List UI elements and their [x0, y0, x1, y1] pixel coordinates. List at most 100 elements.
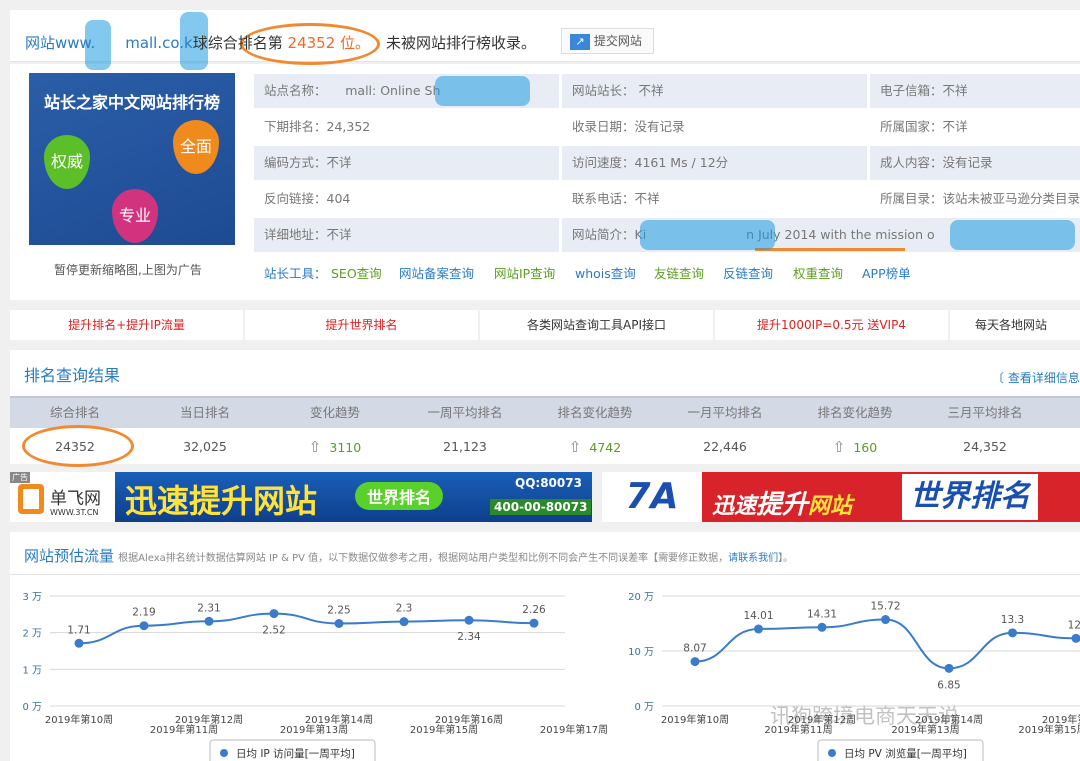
y-tick-label: 0 万 [22, 702, 42, 713]
td-month-trend-value: 160 [853, 440, 878, 455]
data-point [464, 615, 474, 625]
x-tick-label: 2019年第15周 [1018, 723, 1080, 736]
banner-left[interactable]: 广告 单飞网 WWW.3T.CN 迅速提升网站 世界排名 QQ:80073 40… [10, 472, 592, 522]
y-tick-label: 3 万 [22, 592, 42, 603]
data-point [269, 609, 279, 619]
data-point [204, 616, 214, 626]
info-index-date-text: 收录日期：没有记录 [572, 119, 685, 134]
traffic-panel [10, 532, 1080, 761]
ad-link-4[interactable]: 提升1000IP=0.5元 送VIP4 [715, 310, 948, 340]
info-encoding-text: 编码方式：不详 [264, 155, 352, 170]
header-rank-text: 网站www. mall.co.k球综合排名第 24352 位。 未被网站排行榜收录… [25, 32, 536, 53]
legend-box [209, 739, 376, 761]
header-rank: 24352 [287, 34, 336, 52]
tool-friend-links[interactable]: 友链查询 [654, 266, 705, 281]
data-label: 6.85 [937, 679, 960, 691]
info-webmaster-text: 网站站长： 不祥 [572, 83, 664, 98]
data-label: 12. [1068, 619, 1080, 631]
info-webmaster: 网站站长： 不祥 [562, 74, 867, 108]
tool-backlinks[interactable]: 反链查询 [723, 266, 774, 281]
ad-link-2[interactable]: 提升世界排名 [245, 310, 478, 340]
legend-box [817, 739, 984, 761]
data-point [334, 619, 344, 628]
thumb-caption: 暂停更新缩略图,上图为广告 [54, 263, 202, 277]
banner-logo-icon [18, 484, 44, 514]
submit-site-label: 提交网站 [593, 34, 642, 48]
rank-result-title: 排名查询结果 [24, 366, 121, 385]
info-email-text: 电子信箱：不祥 [880, 83, 968, 98]
badge-professional: 专业 [112, 189, 158, 243]
banner-right-text: 世界排名 [902, 474, 1038, 520]
th-week-avg: 一周平均排名 [427, 405, 503, 420]
banner-right-logo: 7A [602, 472, 702, 522]
tool-seo[interactable]: SEO查询 [331, 266, 382, 281]
td-overall: 24352 [55, 439, 95, 454]
y-tick-label: 2 万 [22, 629, 42, 640]
trend-chart-icon: ↗ [570, 33, 590, 50]
x-tick-label: 2019年第17周 [540, 723, 608, 736]
data-label: 2.31 [197, 602, 220, 614]
info-description: 网站简介：Ki n July 2014 with the mission o [562, 218, 1080, 252]
tool-icp[interactable]: 网站备案查询 [399, 266, 475, 281]
y-tick-label: 0 万 [634, 702, 654, 713]
x-tick-label: 2019年第11周 [150, 723, 218, 736]
info-speed: 访问速度：4161 Ms / 12分 [562, 146, 867, 180]
data-point [817, 622, 827, 632]
tool-whois[interactable]: whois查询 [575, 266, 636, 281]
tool-weight[interactable]: 权重查询 [793, 266, 844, 281]
banner-left-pill: 世界排名 [355, 482, 444, 510]
banner-left-url: WWW.3T.CN [50, 508, 99, 517]
traffic-title: 网站预估流量 [24, 547, 115, 565]
th-daily: 当日排名 [179, 405, 230, 420]
x-tick-label: 2019年第14周 [305, 713, 373, 726]
legend-marker [220, 749, 228, 757]
traffic-header: 网站预估流量 根据Alexa排名统计数据估算网站 IP & PV 值，以下数据仅… [24, 545, 793, 566]
td-month-trend: ⇧ 160 [790, 432, 920, 462]
data-label: 14.31 [807, 608, 837, 620]
x-tick-label: 2019年第10周 [661, 713, 729, 726]
info-speed-text: 访问速度：4161 Ms / 12分 [572, 155, 729, 170]
arrow-up-icon: ⇧ [568, 438, 582, 456]
x-tick-label: 2019年第13周 [280, 723, 348, 736]
th-trend: 变化趋势 [309, 405, 360, 420]
banner-right-text: 网站 [808, 494, 853, 519]
header-suffix: 位。 [340, 34, 371, 52]
data-label: 8.07 [683, 643, 706, 655]
y-tick-label: 1 万 [22, 665, 42, 676]
x-tick-label: 2019年第16周 [435, 713, 503, 726]
info-address-text: 详细地址：不详 [264, 227, 352, 242]
submit-site-button[interactable]: ↗ 提交网站 [561, 28, 654, 54]
banner-right[interactable]: 7A 迅速提升网站 世界排名 [602, 472, 1080, 522]
ad-link-3[interactable]: 各类网站查询工具API接口 [480, 310, 713, 340]
x-tick-label: 2019年第14周 [915, 713, 983, 726]
contact-us-link[interactable]: 请联系我们 [728, 553, 779, 564]
data-point [529, 618, 539, 628]
badge-authority: 权威 [44, 135, 90, 189]
x-tick-label: 2019年第16周 [1042, 713, 1080, 726]
info-next-rank: 下期排名：24,352 [254, 110, 559, 144]
legend-label: 日均 IP 访问量[一周平均] [236, 747, 355, 760]
ad-link-1[interactable]: 提升排名+提升IP流量 [10, 310, 243, 340]
info-encoding: 编码方式：不详 [254, 146, 559, 180]
view-details-link[interactable]: 〔 查看详细信息 [992, 371, 1080, 385]
td-week-trend-value: 4742 [589, 440, 622, 455]
data-point [1071, 633, 1080, 643]
th-month-trend: 排名变化趋势 [817, 405, 893, 420]
data-point [881, 615, 890, 625]
td-trend: ⇧ 3110 [270, 432, 400, 462]
traffic-divider [10, 574, 1080, 575]
legend-marker [828, 749, 836, 757]
data-label: 2.19 [132, 607, 155, 619]
header-domain[interactable]: www. mall.co.k [55, 34, 193, 52]
data-label: 2.26 [522, 604, 546, 616]
ad-link-5[interactable]: 每天各地网站 [950, 310, 1080, 340]
tool-app-rank[interactable]: APP榜单 [862, 266, 911, 281]
data-label: 13.3 [1001, 614, 1024, 626]
td-daily: 32,025 [183, 439, 227, 454]
banner-left-slogan: 迅速提升网站 [125, 482, 318, 520]
rank-table-header [10, 396, 1080, 428]
ad-thumbnail[interactable]: 站长之家中文网站排行榜 权威 全面 专业 [29, 73, 235, 245]
ad-tag: 广告 [10, 472, 30, 483]
tool-ip[interactable]: 网站IP查询 [494, 266, 556, 281]
banner-left-qq: QQ:80073 [515, 476, 582, 490]
